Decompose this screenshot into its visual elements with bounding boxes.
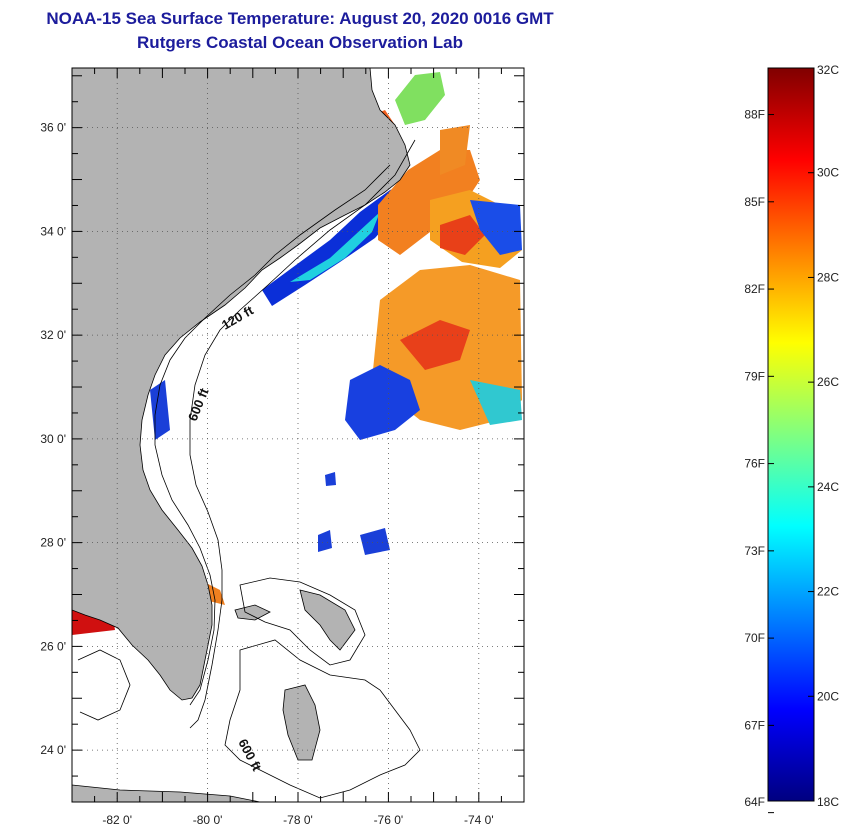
isobath-contours: [77, 139, 421, 799]
colorbar-label-c: 28C: [817, 270, 839, 284]
sst-patch-south-cyan: [470, 380, 522, 425]
colorbar-fahrenheit-labels: 88F 85F 82F 79F 76F 73F 70F 67F 64F: [744, 108, 774, 814]
lon-tick-label: -78 0': [283, 813, 313, 827]
colorbar-label-f: 73F: [744, 544, 765, 558]
sst-data-layer: [72, 72, 522, 635]
lat-tick-label: 24 0': [40, 743, 66, 757]
sst-patch-outer-banks: [395, 72, 445, 125]
isobath-120ft: [154, 164, 391, 706]
lat-tick-label: 34 0': [40, 224, 66, 238]
sst-patch-south-blue: [345, 365, 420, 440]
lon-tick-label: -82 0': [102, 813, 132, 827]
colorbar-label-f: 64F: [744, 795, 765, 809]
sst-patch-nc-north: [440, 125, 470, 175]
colorbar-label-f: 79F: [744, 369, 765, 383]
land-bahamas-grand: [234, 604, 271, 621]
lat-tick-label: 26 0': [40, 639, 66, 653]
axis-ticks: [71, 68, 525, 803]
sst-patch-south-red: [400, 320, 470, 370]
lat-tick-label: 32 0': [40, 328, 66, 342]
graticule: [72, 68, 524, 802]
map-subtitle: Rutgers Coastal Ocean Observation Lab: [137, 33, 463, 52]
sst-patch-gulfstream-a: [378, 150, 480, 255]
colorbar-label-f: 67F: [744, 718, 765, 732]
colorbar-celsius-labels: 32C 30C 28C 26C 24C 22C 20C 18C: [808, 63, 839, 809]
isobath-keys: [77, 649, 131, 721]
colorbar-label-f: 82F: [744, 282, 765, 296]
land-us-mainland: [72, 68, 411, 701]
isobath-bahamas-outer: [239, 577, 366, 666]
land-bahamas-abaco: [299, 589, 356, 651]
colorbar-label-c: 30C: [817, 166, 839, 180]
sst-patch-offshore-red: [440, 215, 485, 255]
map-content: [72, 68, 524, 802]
isobath-600ft: [189, 139, 416, 729]
colorbar-label-c: 18C: [817, 795, 839, 809]
land-bahamas-andros: [282, 684, 321, 761]
map-title: NOAA-15 Sea Surface Temperature: August …: [46, 9, 554, 28]
lon-tick-label: -80 0': [193, 813, 223, 827]
sst-patch-small-2: [360, 528, 390, 555]
isobath-bahamas-great: [224, 639, 421, 799]
latitude-labels: 36 0' 34 0' 32 0' 30 0' 28 0' 26 0' 24 0': [40, 121, 66, 757]
sst-patch-small-3: [325, 472, 336, 486]
colorbar-label-f: 70F: [744, 631, 765, 645]
colorbar-label-f: 88F: [744, 108, 765, 122]
colorbar-label-f: 76F: [744, 457, 765, 471]
colorbar-label-c: 20C: [817, 689, 839, 703]
colorbar-label-f: 85F: [744, 195, 765, 209]
lat-tick-label: 36 0': [40, 121, 66, 135]
sst-patch-nc-shelf: [262, 182, 410, 306]
colorbar-label-c: 22C: [817, 585, 839, 599]
sst-patch-small-1: [318, 530, 332, 552]
colorbar-label-c: 26C: [817, 375, 839, 389]
lon-tick-label: -74 0': [464, 813, 494, 827]
colorbar-label-c: 32C: [817, 63, 839, 77]
longitude-labels: -82 0' -80 0' -78 0' -76 0' -74 0': [102, 813, 493, 827]
colorbar: [767, 67, 815, 802]
colorbar-label-c: 24C: [817, 480, 839, 494]
sst-patch-offshore-blue: [470, 200, 522, 255]
lat-tick-label: 30 0': [40, 432, 66, 446]
lat-tick-label: 28 0': [40, 536, 66, 550]
lon-tick-label: -76 0': [374, 813, 404, 827]
